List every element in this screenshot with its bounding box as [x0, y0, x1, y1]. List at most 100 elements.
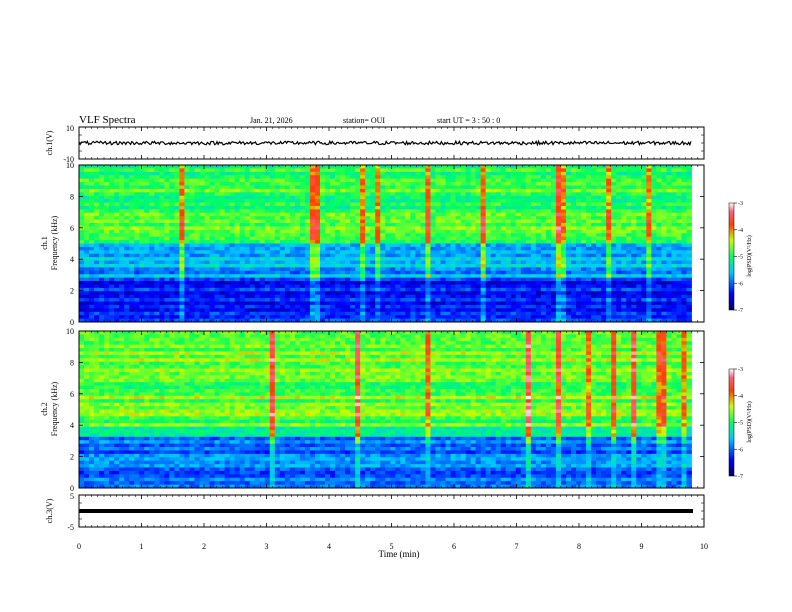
spectrogram-cell: [99, 263, 105, 268]
spectrogram-cell: [656, 250, 662, 255]
spectrogram-cell: [410, 199, 416, 203]
spectrogram-cell: [365, 243, 371, 248]
spectrogram-cell: [169, 267, 175, 272]
spectrogram-cell: [214, 223, 220, 227]
spectrogram-cell: [470, 287, 477, 292]
spectrogram-cell: [420, 209, 426, 214]
spectrogram-cell: [586, 219, 592, 224]
spectrogram-cell: [209, 243, 215, 248]
spectrogram-cell: [450, 219, 456, 224]
spectrogram-cell: [199, 250, 205, 255]
spectrogram-cell: [365, 236, 371, 241]
spectrogram-cell: [209, 219, 215, 224]
spectrogram-cell: [621, 253, 627, 258]
spectrogram-cell: [119, 298, 125, 302]
spectrogram-cell: [480, 202, 487, 207]
spectrogram-cell: [621, 223, 627, 227]
spectrogram-cell: [505, 260, 512, 265]
spectrogram-cell: [385, 274, 391, 279]
spectrogram-cell: [460, 298, 466, 302]
spectrogram-cell: [249, 171, 256, 176]
spectrogram-cell: [335, 270, 341, 275]
spectrogram-cell: [99, 270, 105, 275]
spectrogram-cell: [289, 250, 296, 255]
spectrogram-cell: [651, 195, 657, 200]
spectrogram-cell: [114, 267, 120, 272]
spectrogram-cell: [319, 226, 326, 231]
spectrogram-cell: [420, 233, 426, 238]
spectrogram-cell: [114, 233, 120, 238]
spectrogram-cell: [430, 171, 436, 176]
spectrogram-cell: [435, 243, 441, 248]
spectrogram-cell: [109, 301, 115, 306]
spectrogram-cell: [345, 185, 351, 190]
spectrogram-cell: [304, 219, 311, 224]
spectrogram-cell: [104, 281, 110, 285]
spectrogram-cell: [621, 168, 627, 173]
spectrogram-cell: [129, 205, 135, 210]
spectrogram-cell: [550, 229, 557, 234]
spectrogram-cell: [515, 229, 522, 234]
spectrogram-cell: [560, 267, 567, 272]
spectrogram-cell: [495, 270, 502, 275]
spectrogram-cell: [319, 281, 326, 285]
spectrogram-cell: [661, 209, 667, 214]
spectrogram-cell: [174, 195, 180, 200]
spectrogram-cell: [79, 298, 85, 302]
spectrogram-cell: [621, 195, 627, 200]
spectrogram-cell: [525, 240, 532, 244]
spectrogram-cell: [229, 253, 236, 258]
spectrogram-cell: [661, 240, 667, 244]
spectrogram-cell: [465, 240, 471, 244]
spectrogram-cell: [550, 294, 557, 299]
spectrogram-cell: [505, 216, 512, 221]
spectrogram-cell: [455, 267, 461, 272]
spectrogram-cell: [500, 168, 507, 173]
spectrogram-cell: [169, 168, 175, 173]
spectrogram-cell: [169, 246, 175, 251]
spectrogram-cell: [89, 287, 95, 292]
spectrogram-cell: [435, 298, 441, 302]
spectrogram-cell: [576, 267, 582, 272]
spectrogram-cell: [139, 240, 145, 244]
spectrogram-cell: [495, 188, 502, 193]
spectrogram-cell: [661, 165, 667, 169]
spectrogram-cell: [475, 240, 482, 244]
spectrogram-cell: [254, 284, 261, 289]
spectrogram-cell: [671, 205, 677, 210]
spectrogram-cell: [194, 284, 200, 289]
spectrogram-cell: [299, 277, 306, 282]
spectrogram-cell: [259, 287, 266, 292]
spectrogram-cell: [576, 212, 582, 217]
spectrogram-cell: [661, 202, 667, 207]
spectrogram-cell: [340, 175, 346, 180]
spectrogram-cell: [445, 178, 451, 183]
spectrogram-cell: [616, 182, 622, 186]
spectrogram-cell: [475, 294, 482, 299]
spectrogram-cell: [179, 229, 185, 234]
spectrogram-cell: [646, 192, 652, 197]
spectrogram-cell: [294, 263, 301, 268]
spectrogram-cell: [169, 223, 175, 227]
spectrogram-cell: [631, 209, 637, 214]
spectrogram-cell: [79, 260, 85, 265]
spectrogram-cell: [139, 298, 145, 302]
spectrogram-cell: [375, 294, 381, 299]
spectrogram-cell: [304, 168, 311, 173]
spectrogram-cell: [239, 182, 246, 186]
spectrogram-cell: [465, 294, 471, 299]
spectrogram-cell: [249, 270, 256, 275]
spectrogram-cell: [560, 209, 567, 214]
spectrogram-cell: [586, 267, 592, 272]
spectrogram-cell: [294, 260, 301, 265]
spectrogram-cell: [234, 168, 241, 173]
spectrogram-cell: [259, 233, 266, 238]
spectrogram-cell: [565, 165, 572, 169]
spectrogram-cell: [390, 229, 396, 234]
spectrogram-cell: [269, 287, 276, 292]
spectrogram-cell: [435, 226, 441, 231]
spectrogram-cell: [109, 165, 115, 169]
spectrogram-cell: [99, 175, 105, 180]
spectrogram-cell: [560, 294, 567, 299]
spectrogram-cell: [289, 253, 296, 258]
